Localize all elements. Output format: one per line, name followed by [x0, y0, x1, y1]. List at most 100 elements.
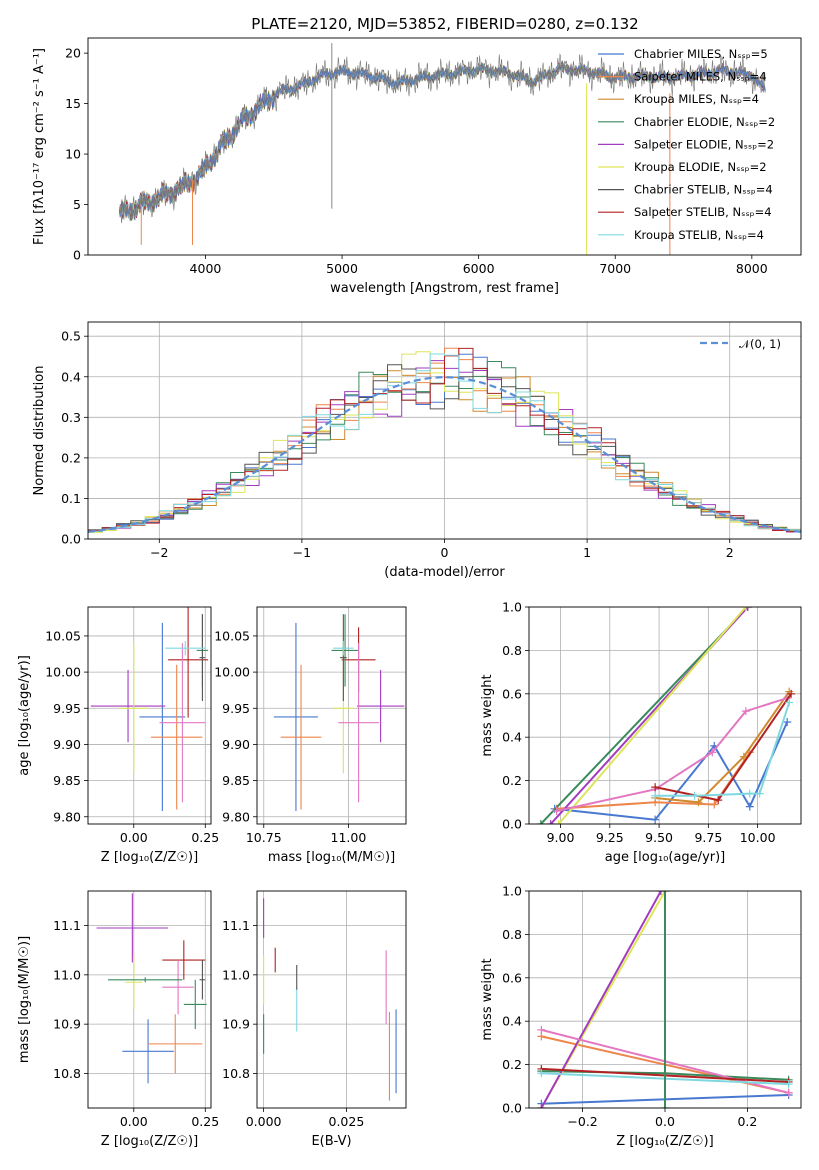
mass-weight-marker	[651, 815, 660, 824]
mass-weight-marker	[661, 1104, 669, 1108]
y-tick-label: 0.2	[61, 450, 81, 465]
y-tick-label: 10.9	[222, 1017, 250, 1032]
chart-weight-vs-age: 9.00 9.25 9.50 9.75 10.00 0.0 0.2 0.4 0.6 0.8 1.0 a…	[480, 600, 802, 865]
mass-weight-marker	[694, 798, 703, 807]
y-tick-label: 10	[65, 147, 81, 162]
y-tick-label: 10.8	[222, 1066, 250, 1081]
mass-weight-marker	[690, 791, 699, 800]
y-axis-label: mass weight	[480, 674, 495, 756]
x-tick-label: −0.2	[567, 1114, 597, 1129]
y-tick-label: 0.0	[502, 1101, 522, 1116]
y-tick-label: 10.05	[214, 628, 250, 643]
y-tick-label: 9.80	[222, 809, 250, 824]
y-tick-label: 9.85	[222, 773, 250, 788]
y-tick-label: 5	[73, 197, 81, 212]
y-tick-label: 9.90	[222, 737, 250, 752]
plot-area	[537, 891, 793, 1108]
y-tick-label: 10.00	[45, 665, 81, 680]
x-axis-label: Z [log₁₀(Z/Z☉)]	[101, 850, 198, 865]
legend-entry: Kroupa STELIB, Nₛₛₚ=4	[634, 228, 764, 242]
mass-weight-line	[554, 721, 789, 821]
x-tick-label: 0.2	[737, 1114, 757, 1129]
y-tick-label: 0.3	[61, 410, 81, 425]
x-tick-label: 10.00	[740, 830, 776, 845]
x-tick-label: 5000	[326, 261, 358, 276]
y-tick-label: 11.1	[53, 918, 81, 933]
y-tick-label: 11.0	[53, 967, 81, 982]
y-tick-label: 0.8	[502, 643, 522, 658]
axes-frame	[528, 606, 802, 825]
x-tick-label: 6000	[463, 261, 495, 276]
mass-weight-marker	[536, 820, 545, 824]
mass-weight-marker	[554, 820, 563, 824]
y-axis-label: Flux [fλ10⁻¹⁷ erg cm⁻² s⁻¹ A⁻¹]	[32, 48, 47, 245]
x-axis-label: mass [log₁₀(M/M☉)]	[268, 850, 395, 865]
mass-weight-marker	[743, 607, 752, 611]
y-tick-label: 0.4	[502, 1014, 522, 1029]
x-tick-label: −2	[150, 545, 168, 560]
x-tick-label: 0.00	[120, 830, 148, 845]
mass-weight-marker	[710, 800, 719, 809]
mass-weight-marker	[784, 1088, 793, 1097]
spectrum-legend: Chabrier MILES, Nₛₛₚ=5 Salpeter MILES, Nₛ…	[598, 47, 775, 242]
figure-title: PLATE=2120, MJD=53852, FIBERID=0280, z=0…	[251, 15, 638, 33]
mass-weight-marker	[741, 607, 750, 611]
x-tick-label: 9.75	[694, 830, 722, 845]
mass-weight-marker	[537, 1025, 546, 1034]
residual-histogram	[88, 353, 801, 532]
legend-entry: Chabrier MILES, Nₛₛₚ=5	[634, 47, 768, 61]
x-tick-label: 0.00	[120, 1114, 148, 1129]
mass-weight-marker	[787, 689, 796, 698]
grid	[88, 891, 211, 1108]
plot-area	[96, 893, 207, 1084]
y-tick-label: 0.4	[502, 730, 522, 745]
y-axis-label: age [log₁₀(age/yr)]	[17, 655, 32, 776]
mass-weight-marker	[741, 707, 750, 716]
x-tick-label: 0	[441, 545, 449, 560]
y-tick-label: 11.0	[222, 967, 250, 982]
x-tick-label: 9.00	[547, 830, 575, 845]
mass-weight-marker	[783, 718, 792, 727]
mass-weight-marker	[714, 796, 723, 805]
legend-entry: Chabrier STELIB, Nₛₛₚ=4	[634, 183, 773, 197]
y-tick-label: 15	[65, 96, 81, 111]
x-tick-label: 7000	[599, 261, 631, 276]
x-tick-label: 11.00	[331, 830, 367, 845]
legend-entry: Salpeter ELODIE, Nₛₛₚ=2	[634, 137, 774, 151]
y-tick-label: 9.95	[53, 701, 81, 716]
mass-weight-marker	[651, 783, 660, 792]
axes-frame	[87, 37, 802, 256]
mass-weight-line	[655, 691, 791, 804]
grid	[257, 891, 406, 1108]
gaussian-legend-label: 𝒩(0, 1)	[739, 337, 781, 351]
chart-spectrum: 4000 5000 6000 7000 8000 0 5 10 15 20 wavelength […	[32, 37, 802, 296]
y-tick-label: 20	[65, 46, 81, 61]
x-tick-label: 0.025	[329, 1114, 365, 1129]
y-tick-label: 9.80	[53, 809, 81, 824]
x-axis-label: (data-model)/error	[384, 565, 505, 580]
chart-age-vs-Z: 0.00 0.25 9.80 9.85 9.90 9.95 10.00 10.05 Z [log…	[17, 606, 219, 865]
mass-weight-marker	[552, 806, 561, 815]
y-tick-label: 0.2	[502, 1057, 522, 1072]
y-axis-label: mass [log₁₀(M/M☉)]	[17, 936, 32, 1063]
chart-mass-vs-EBV: 0.000 0.025 10.8 10.9 11.0 11.1 E(B-V)	[222, 890, 407, 1149]
x-tick-label: 9.50	[645, 830, 673, 845]
mass-weight-marker	[785, 698, 794, 707]
y-tick-label: 11.1	[222, 918, 250, 933]
chart-age-vs-mass: 10.75 11.00 9.80 9.85 9.90 9.95 10.00 10.05 mass…	[214, 606, 407, 865]
y-tick-label: 1.0	[502, 884, 522, 899]
y-tick-label: 10.9	[53, 1017, 81, 1032]
plot-area	[263, 898, 397, 1101]
grid	[257, 607, 406, 824]
x-tick-label: 9.25	[596, 830, 624, 845]
x-axis-label: Z [log₁₀(Z/Z☉)]	[616, 1134, 713, 1149]
legend-entry: Kroupa ELODIE, Nₛₛₚ=2	[634, 160, 767, 174]
x-tick-label: 2	[726, 545, 734, 560]
plot-area	[90, 607, 209, 811]
chart-residuals: −2 −1 0 1 2 0.0 0.1 0.2 0.3 0.4 0.5 (data-model)/er…	[32, 321, 802, 580]
chart-mass-vs-Z: 0.00 0.25 10.8 10.9 11.0 11.1 Z [log₁₀(Z/Z☉)] m…	[17, 890, 219, 1149]
mass-weight-marker	[784, 1080, 793, 1089]
x-tick-label: −1	[293, 545, 311, 560]
mass-weight-marker	[755, 789, 764, 798]
